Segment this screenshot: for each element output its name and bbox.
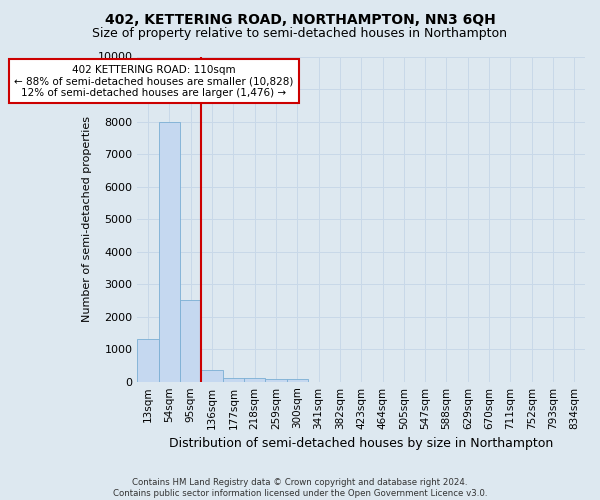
Bar	[265, 379, 287, 382]
Text: 402, KETTERING ROAD, NORTHAMPTON, NN3 6QH: 402, KETTERING ROAD, NORTHAMPTON, NN3 6Q…	[104, 12, 496, 26]
Bar	[137, 340, 159, 382]
Text: 402 KETTERING ROAD: 110sqm
← 88% of semi-detached houses are smaller (10,828)
12: 402 KETTERING ROAD: 110sqm ← 88% of semi…	[14, 64, 294, 98]
Bar	[159, 122, 180, 382]
Bar	[287, 380, 308, 382]
Bar	[244, 378, 265, 382]
Text: Contains HM Land Registry data © Crown copyright and database right 2024.
Contai: Contains HM Land Registry data © Crown c…	[113, 478, 487, 498]
Bar	[223, 378, 244, 382]
Bar	[202, 370, 223, 382]
Text: Size of property relative to semi-detached houses in Northampton: Size of property relative to semi-detach…	[92, 28, 508, 40]
X-axis label: Distribution of semi-detached houses by size in Northampton: Distribution of semi-detached houses by …	[169, 437, 553, 450]
Y-axis label: Number of semi-detached properties: Number of semi-detached properties	[82, 116, 92, 322]
Bar	[180, 300, 202, 382]
